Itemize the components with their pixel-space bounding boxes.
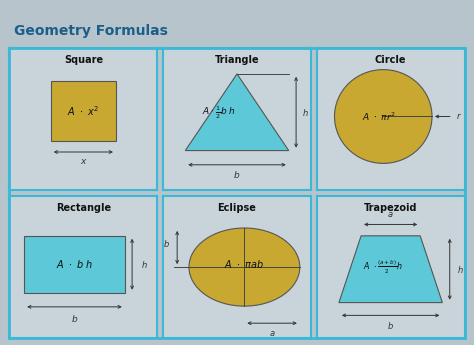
Text: $A\ \cdot\ \pi ab$: $A\ \cdot\ \pi ab$ [224,258,264,270]
Bar [51,81,116,141]
Text: $h$: $h$ [301,107,308,118]
Text: Rectangle: Rectangle [56,203,111,213]
Text: Circle: Circle [375,56,406,66]
Text: $a$: $a$ [387,210,394,219]
Text: Square: Square [64,56,103,66]
Text: $A\ \cdot\ \pi r^2$: $A\ \cdot\ \pi r^2$ [362,110,396,123]
Text: Geometry Formulas: Geometry Formulas [14,24,168,38]
Text: $A\ \cdot\ b\ h$: $A\ \cdot\ b\ h$ [56,258,93,270]
Text: $b$: $b$ [387,320,394,331]
Text: Triangle: Triangle [215,56,259,66]
Polygon shape [339,236,442,303]
Text: $A\ \cdot\ x^2$: $A\ \cdot\ x^2$ [67,104,100,118]
Text: Eclipse: Eclipse [218,203,256,213]
Text: $b$: $b$ [233,169,241,180]
Circle shape [335,70,432,164]
Text: Trapezoid: Trapezoid [364,203,418,213]
Text: $b$: $b$ [71,313,78,324]
Bar [24,236,125,293]
Text: $A\cdot\frac{1}{2}b\ h$: $A\cdot\frac{1}{2}b\ h$ [202,104,236,120]
Ellipse shape [189,228,300,306]
Polygon shape [185,74,289,150]
Text: $A\ \cdot\frac{(a+b)}{2}h$: $A\ \cdot\frac{(a+b)}{2}h$ [363,258,403,276]
Text: $r$: $r$ [456,111,462,121]
Text: $a$: $a$ [269,329,275,338]
Text: $h$: $h$ [141,259,147,270]
Text: $h$: $h$ [457,264,464,275]
Text: $x$: $x$ [80,157,87,166]
Text: $b$: $b$ [164,238,170,249]
